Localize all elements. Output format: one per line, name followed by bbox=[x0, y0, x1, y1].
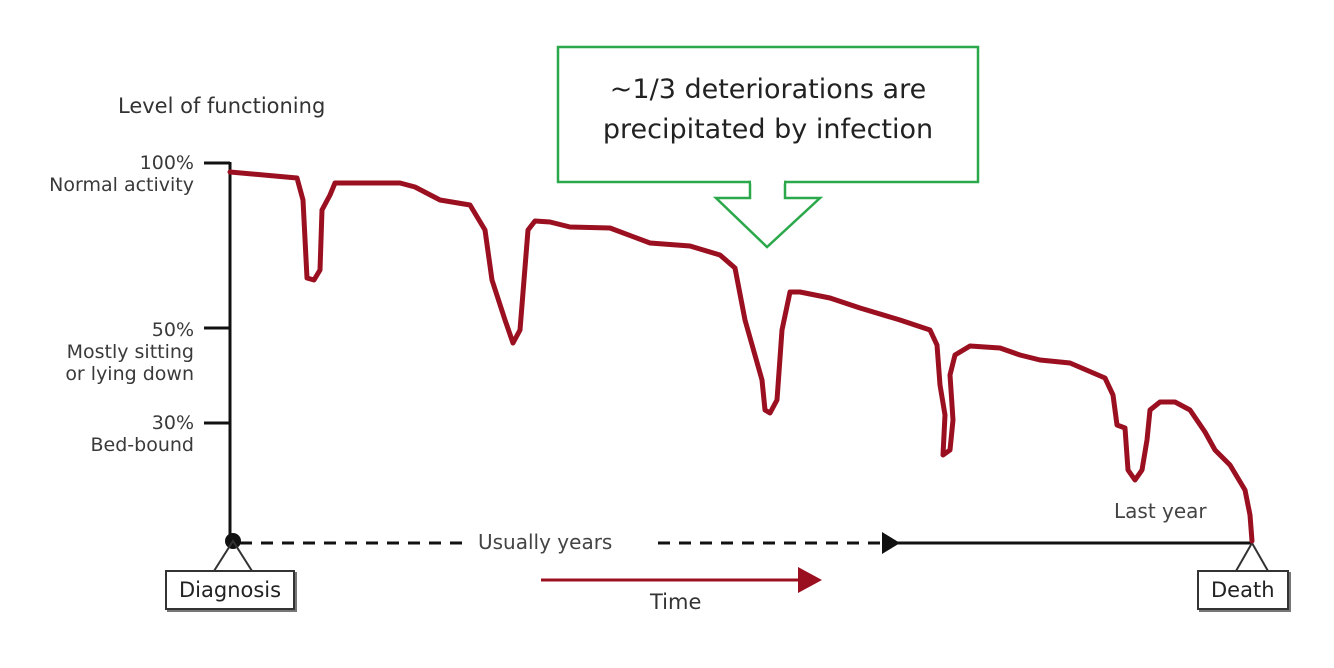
time-label: Time bbox=[650, 590, 702, 614]
y-axis-title: Level of functioning bbox=[118, 94, 326, 118]
callout-down-arrow bbox=[712, 180, 824, 249]
y-label-mostly-sitting: Mostly sitting bbox=[66, 341, 194, 363]
y-value-50: 50% bbox=[151, 319, 194, 341]
callout-line-2: precipitated by infection bbox=[602, 114, 934, 145]
death-pointer bbox=[1235, 540, 1269, 572]
callout-line-1: ~1/3 deteriorations are bbox=[609, 74, 927, 105]
death-box: Death bbox=[1197, 570, 1289, 610]
y-level-30: 30% Bed-bound bbox=[91, 412, 194, 456]
y-label-bed-bound: Bed-bound bbox=[90, 434, 194, 456]
last-year-label: Last year bbox=[1114, 499, 1207, 523]
diagnosis-box: Diagnosis bbox=[165, 570, 296, 610]
usually-years-label: Usually years bbox=[478, 530, 613, 554]
diagnosis-pointer bbox=[213, 539, 253, 572]
functioning-curve bbox=[227, 169, 1255, 544]
y-label-lying-down: or lying down bbox=[65, 363, 194, 385]
y-label-normal-activity: Normal activity bbox=[49, 174, 194, 196]
y-value-100: 100% bbox=[139, 152, 194, 174]
y-level-50: 50% Mostly sitting or lying down bbox=[65, 319, 194, 385]
y-level-100: 100% Normal activity bbox=[49, 152, 194, 196]
callout-box bbox=[556, 45, 980, 184]
time-arrow-head bbox=[798, 567, 822, 593]
timeline-arrowhead bbox=[882, 532, 900, 554]
y-value-30: 30% bbox=[151, 412, 194, 434]
callout-text: ~1/3 deteriorations are precipitated by … bbox=[558, 70, 978, 150]
